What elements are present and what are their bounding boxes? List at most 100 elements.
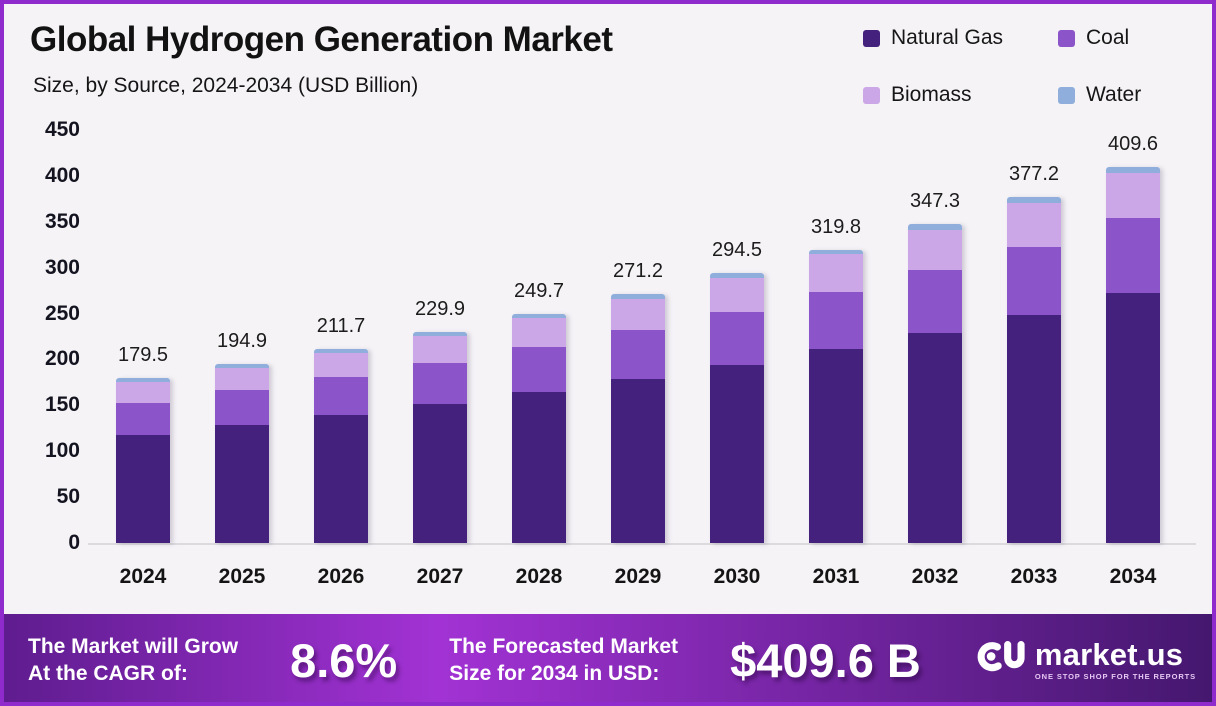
legend-swatch-icon: [863, 86, 880, 104]
y-tick-label: 0: [68, 531, 80, 554]
logo-text: market.us: [1034, 636, 1184, 672]
bar-segment-coal: [215, 390, 269, 426]
y-tick-label: 400: [44, 163, 80, 187]
stacked-bar: [908, 224, 962, 543]
forecast-label: The Forecasted Market Size for 2034 in U…: [449, 635, 679, 685]
legend-swatch-icon: [1058, 86, 1075, 104]
bar-segment-biomass: [710, 277, 764, 312]
x-axis-label: 2026: [317, 565, 365, 588]
bar-value-label: 194.9: [216, 330, 268, 353]
bar-segment-water: [215, 364, 269, 368]
bar-segment-biomass: [908, 229, 962, 271]
cagr-label: The Market will Grow At the CAGR of:: [28, 635, 239, 685]
bar-segment-water: [611, 294, 665, 299]
bar-group-2030: 294.5 2030: [710, 130, 764, 588]
x-axis-label: 2028: [515, 565, 563, 588]
bar-segment-water: [710, 272, 764, 278]
bar-segment-coal: [710, 311, 764, 365]
bar-segment-biomass: [1106, 173, 1160, 219]
bar-segment-biomass: [1007, 202, 1061, 248]
bar-group-2033: 377.2 2033: [1007, 130, 1061, 588]
x-axis-label: 2034: [1109, 565, 1157, 588]
bar-segment-natural-gas: [413, 403, 467, 543]
plot-area: 179.5 2024 194.9 2025 211.7 2026 229.9 2027 249.…: [88, 130, 1194, 588]
bar-value-label: 319.8: [810, 215, 862, 238]
bar-value-label: 179.5: [117, 344, 169, 367]
cagr-banner: The Market will Grow At the CAGR of: 8.6…: [0, 614, 1216, 706]
bar-value-label: 211.7: [316, 314, 366, 337]
y-tick-label: 250: [44, 301, 80, 325]
bar-value-label: 377.2: [1008, 162, 1060, 185]
x-axis-baseline: [88, 543, 1196, 545]
bar-segment-coal: [314, 376, 368, 415]
bar-value-label: 249.7: [513, 279, 565, 302]
bar-group-2032: 347.3 2032: [908, 130, 962, 588]
y-tick-label: 50: [56, 485, 80, 509]
bar-segment-natural-gas: [1106, 293, 1160, 543]
bar-group-2025: 194.9 2025: [215, 130, 269, 588]
x-axis-label: 2025: [218, 565, 266, 588]
forecast-value: $409.6 B: [730, 633, 921, 687]
legend-label: Coal: [1086, 26, 1130, 49]
stacked-bar: [1007, 196, 1061, 543]
stacked-bar: [512, 313, 566, 543]
stacked-bar: [116, 378, 170, 543]
bar-segment-coal: [1106, 218, 1160, 294]
market-us-logo-glyph-icon: [973, 635, 1025, 686]
logo-tagline: ONE STOP SHOP FOR THE REPORTS: [1034, 671, 1197, 681]
bar-segment-biomass: [611, 298, 665, 331]
chart-subtitle: Size, by Source, 2024-2034 (USD Billion): [33, 74, 419, 97]
y-axis: 0 50 100 150 200 250 300 350 400 450: [18, 0, 80, 600]
bar-segment-natural-gas: [908, 333, 962, 543]
bar-segment-water: [908, 224, 962, 230]
y-tick-label: 100: [44, 439, 80, 463]
bar-segment-water: [116, 378, 170, 382]
legend-swatch-icon: [1058, 29, 1075, 47]
bar-segment-natural-gas: [512, 392, 566, 543]
cagr-value: 8.6%: [290, 633, 398, 687]
bar-segment-natural-gas: [710, 364, 764, 543]
bar-segment-biomass: [809, 253, 863, 292]
stacked-bar: [809, 249, 863, 543]
bar-segment-water: [314, 348, 368, 353]
bar-group-2024: 179.5 2024: [116, 130, 170, 588]
bar-group-2029: 271.2 2029: [611, 130, 665, 588]
x-axis-label: 2032: [911, 565, 959, 588]
bar-value-label: 409.6: [1107, 133, 1159, 156]
bar-segment-coal: [512, 347, 566, 393]
x-axis-label: 2027: [416, 565, 464, 588]
y-tick-label: 350: [44, 209, 80, 233]
bar-segment-coal: [413, 362, 467, 404]
bar-segment-water: [1106, 167, 1160, 174]
bar-segment-coal: [611, 330, 665, 380]
stacked-bar: [413, 332, 467, 543]
y-tick-label: 300: [44, 255, 80, 279]
bar-segment-natural-gas: [809, 349, 863, 543]
legend: Natural Gas Coal Biomass Water: [863, 26, 1188, 107]
bar-value-label: 294.5: [711, 238, 763, 261]
bar-segment-natural-gas: [215, 425, 269, 543]
market-us-logo: market.us ONE STOP SHOP FOR THE REPORTS: [973, 635, 1196, 686]
x-axis-label: 2030: [713, 565, 761, 588]
bar-group-2034: 409.6 2034: [1106, 130, 1160, 588]
bar-segment-coal: [809, 292, 863, 350]
bar-segment-water: [1007, 196, 1061, 203]
legend-label: Water: [1086, 83, 1142, 106]
legend-item-natural-gas: Natural Gas: [863, 26, 1058, 50]
bar-segment-coal: [908, 270, 962, 334]
stacked-bar: [1106, 167, 1160, 543]
bar-segment-water: [413, 332, 467, 337]
legend-label: Biomass: [891, 83, 972, 106]
legend-swatch-icon: [863, 29, 880, 47]
bar-segment-natural-gas: [1007, 315, 1061, 543]
bar-segment-biomass: [512, 318, 566, 348]
x-axis-label: 2029: [614, 565, 662, 588]
stacked-bar: [314, 348, 368, 543]
bar-segment-biomass: [215, 367, 269, 391]
bar-segment-water: [809, 249, 863, 254]
stacked-bar: [710, 272, 764, 543]
bar-segment-natural-gas: [116, 434, 170, 543]
bar-value-label: 271.2: [612, 260, 664, 283]
stacked-bar: [611, 294, 665, 543]
bar-group-2031: 319.8 2031: [809, 130, 863, 588]
